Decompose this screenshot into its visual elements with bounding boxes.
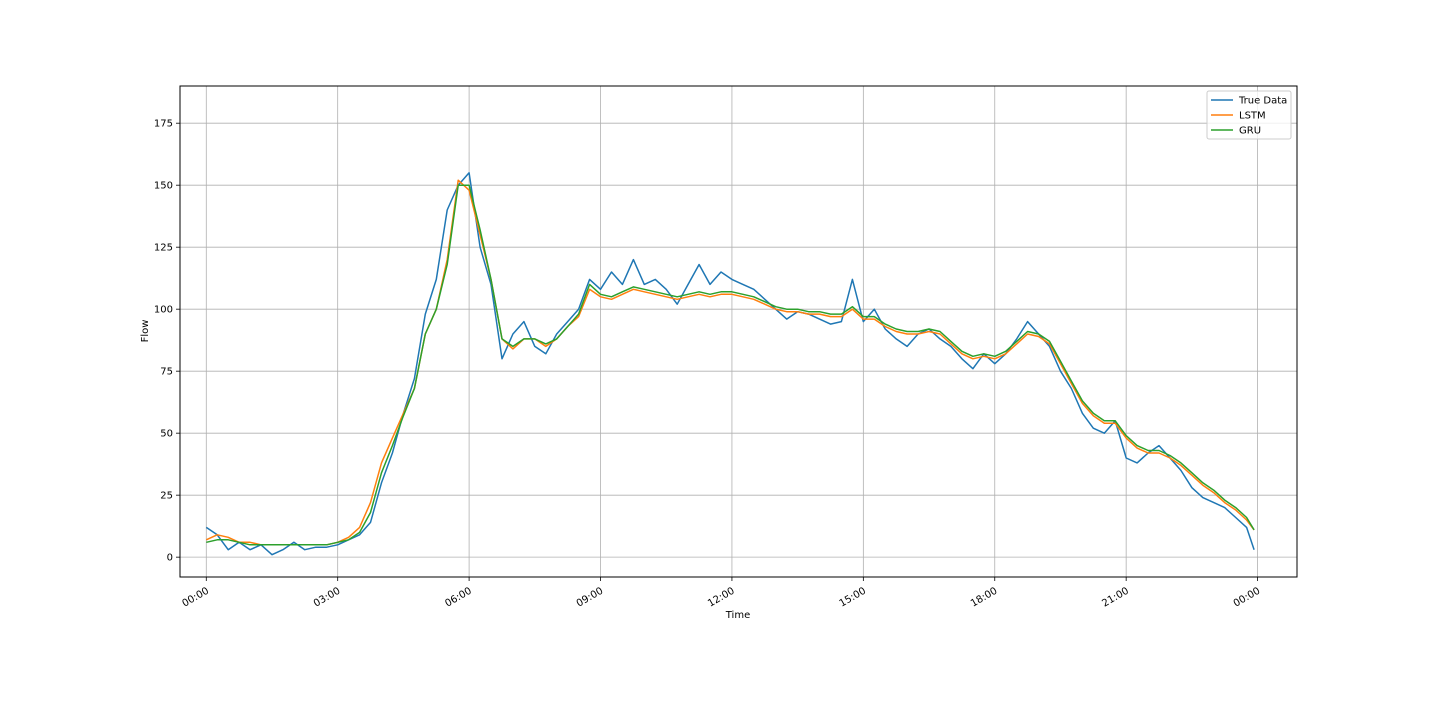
y-axis-label: Flow <box>140 320 151 343</box>
y-axis-ticks: 0 25 50 75 100 125 150 175 <box>154 119 180 564</box>
y-tick-label: 0 <box>167 553 173 564</box>
y-tick-label: 100 <box>154 305 173 316</box>
series-lines <box>205 172 1255 556</box>
grid <box>180 86 1297 577</box>
plot-area-frame <box>179 85 1298 578</box>
y-tick-label: 175 <box>154 119 173 130</box>
legend-label-gru: GRU <box>1239 126 1261 137</box>
legend-box <box>1206 90 1292 140</box>
series-line-gru <box>206 184 1255 546</box>
series-line-lstm <box>205 179 1255 546</box>
legend: True Data LSTM GRU <box>1206 90 1292 140</box>
y-tick-label: 150 <box>154 181 173 192</box>
legend-label-true-data: True Data <box>1238 96 1287 107</box>
y-tick-label: 50 <box>160 429 173 440</box>
series-line-true-data <box>205 172 1255 556</box>
y-tick-label: 25 <box>160 491 173 502</box>
y-tick-label: 125 <box>154 243 173 254</box>
y-tick-label: 75 <box>160 367 173 378</box>
legend-label-lstm: LSTM <box>1239 111 1266 122</box>
x-axis-label: Time <box>725 610 750 621</box>
